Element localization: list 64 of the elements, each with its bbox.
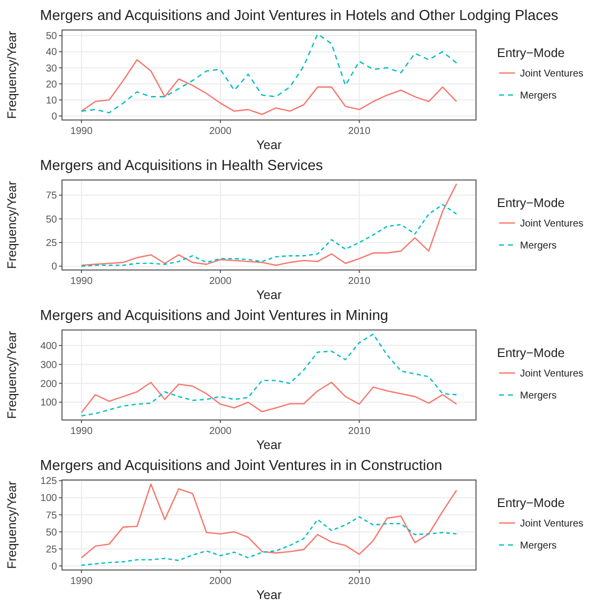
y-tick-label: 75 [46,510,58,522]
legend-title: Entry−Mode [497,196,565,210]
x-tick-label: 1990 [70,276,94,287]
x-tick-label: 2010 [348,276,371,287]
y-tick-label: 20 [46,79,58,90]
y-axis-title: Frequency/Year [5,31,19,119]
legend-title: Entry−Mode [497,46,565,60]
legend-label: Mergers [520,90,557,102]
x-axis-title: Year [256,588,282,602]
x-tick-label: 2000 [209,576,232,587]
y-tick-label: 300 [40,360,58,371]
x-tick-label: 1990 [70,576,94,587]
y-tick-label: 50 [46,527,58,538]
y-tick-label: 10 [46,95,58,106]
x-axis-title: Year [256,438,282,452]
y-axis-title: Frequency/Year [5,181,19,269]
legend-label: Joint Ventures [520,68,584,80]
y-tick-label: 30 [46,63,58,74]
x-tick-label: 2010 [348,576,371,587]
y-tick-label: 125 [40,476,58,488]
x-axis-title: Year [256,138,282,152]
chart-title: Mergers and Acquisitions in Health Services [40,158,323,174]
x-tick-label: 1990 [70,426,94,437]
x-tick-label: 2010 [348,426,371,437]
line-series [80,516,458,566]
legend-label: Mergers [520,240,557,252]
legend-label: Joint Ventures [520,368,584,380]
y-tick-label: 100 [40,398,58,409]
x-tick-label: 2010 [348,126,371,137]
y-axis-title: Frequency/Year [5,481,19,569]
line-series [80,183,458,266]
y-tick-label: 50 [46,31,58,42]
y-tick-label: 50 [46,214,58,226]
x-tick-label: 2000 [209,276,232,287]
chart-title: Mergers and Acquisitions and Joint Ventures in Hotels and Other Lodging Places [40,8,558,24]
y-tick-label: 200 [40,378,58,390]
y-tick-label: 75 [46,190,58,202]
y-tick-label: 100 [40,493,58,504]
line-series [80,59,458,116]
legend-label: Mergers [520,390,557,402]
line-series [80,334,458,416]
y-tick-label: 25 [46,544,58,556]
legend-label: Joint Ventures [520,218,584,230]
y-tick-label: 400 [40,341,58,352]
x-tick-label: 2000 [209,126,232,137]
y-tick-label: 40 [46,47,58,58]
line-series [80,204,458,267]
legend-title: Entry−Mode [497,346,565,360]
y-tick-label: 0 [51,561,58,572]
y-tick-label: 0 [51,262,58,273]
y-tick-label: 25 [46,238,58,250]
y-axis-title: Frequency/Year [5,331,19,419]
x-axis-title: Year [256,288,282,302]
line-series [80,382,458,414]
legend-title: Entry−Mode [497,496,565,510]
chart-title: Mergers and Acquisitions and Joint Ventures in Mining [40,308,388,324]
legend-label: Joint Ventures [520,518,584,530]
x-tick-label: 2000 [209,426,232,437]
x-tick-label: 1990 [70,126,94,137]
line-series [80,33,458,114]
y-tick-label: 0 [51,111,58,122]
legend-label: Mergers [520,540,557,552]
chart-title: Mergers and Acquisitions and Joint Ventures in in Construction [40,458,442,474]
line-series [80,483,458,558]
